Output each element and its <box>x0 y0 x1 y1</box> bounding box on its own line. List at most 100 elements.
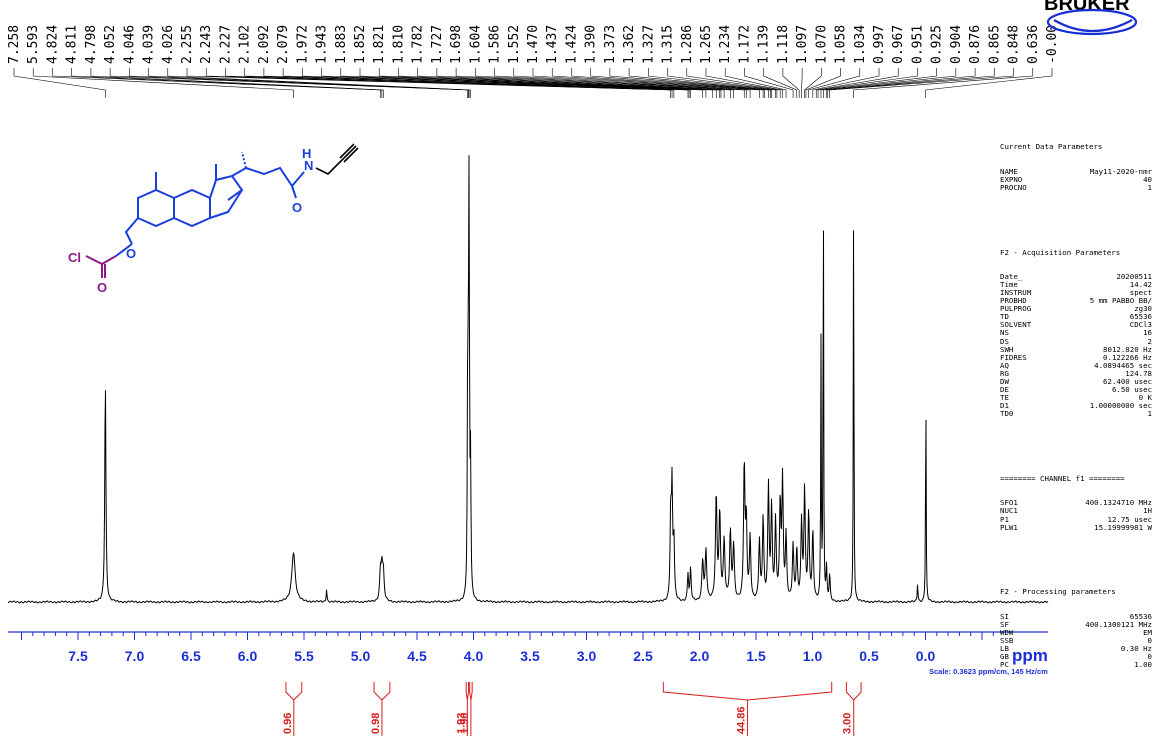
peak-label: 1.424 <box>564 25 579 64</box>
integral-bracket <box>845 682 862 701</box>
assignment-line <box>90 68 384 98</box>
assignment-line <box>455 68 734 98</box>
peak-label: 0.865 <box>987 25 1002 64</box>
param-key: WDW <box>1000 627 1014 637</box>
assignment-line <box>817 68 918 98</box>
peak-label: 4.798 <box>84 25 99 64</box>
steroid-skeleton <box>124 151 305 245</box>
assignment-line <box>148 68 470 98</box>
assignment-line <box>853 68 1034 98</box>
assignment-line <box>829 68 1014 98</box>
param-value: 14.42 <box>1129 279 1152 289</box>
peak-label: 1.821 <box>372 25 387 64</box>
param-row: SI 65536 <box>1000 612 1152 621</box>
peak-label: 1.265 <box>699 25 714 64</box>
acq-params-section: F2 - Acquisition Parameters Date_ 2020051… <box>1000 232 1152 434</box>
ppm-axis: 7.5 7.0 6.5 6.0 5.5 5.0 4.5 4.0 3.5 3.0 2.5 2.0 1.5 1… <box>8 631 1048 664</box>
chloroacetyl-group <box>85 255 117 278</box>
assignment-line <box>782 68 800 98</box>
param-value: 16 <box>1143 328 1152 338</box>
assignment-line <box>801 68 803 98</box>
peak-label: -0.00 <box>1045 25 1060 64</box>
peak-label: 2.092 <box>257 25 272 64</box>
param-key: TD <box>1000 312 1009 322</box>
param-row: RG 124.78 <box>1000 368 1152 378</box>
param-value: 5 mm PABBO BB/ <box>1089 296 1152 306</box>
param-value: 4.0894465 sec <box>1094 360 1152 370</box>
param-row: PROCNO 1 <box>1000 183 1152 192</box>
param-key: AQ <box>1000 360 1009 370</box>
param-row: P1 12.75 usec <box>1000 515 1152 524</box>
assignment-line <box>815 68 899 98</box>
param-row: AQ 4.0894465 sec <box>1000 360 1152 370</box>
peak-label: 0.876 <box>968 25 983 64</box>
processing-params-rows: SI 65536 SF 400.1300121 MHz WDW EM SSB 0 LB 0.30 … <box>1000 612 1152 670</box>
param-row: DW 62.400 usec <box>1000 377 1152 386</box>
molecule-structure: O Cl O O H N <box>68 143 359 295</box>
assignment-line <box>648 68 776 98</box>
peak-label: 4.052 <box>103 25 118 64</box>
assignment-line <box>52 68 381 98</box>
assignment-line <box>823 68 957 98</box>
assignment-line <box>820 68 937 98</box>
integral-bracket <box>285 682 303 701</box>
param-key: RG <box>1000 368 1009 378</box>
assignment-line <box>686 68 781 98</box>
param-row: NAME May11-2020-nmr <box>1000 167 1152 176</box>
assignment-line <box>744 68 794 98</box>
axis-unit-label: ppm <box>1012 646 1048 665</box>
peak-label: 1.883 <box>334 25 349 64</box>
current-params-rows: NAME May11-2020-nmr EXPNO 40 PROCNO 1 <box>1000 167 1152 192</box>
axis-tick-label: 0.0 <box>916 648 936 664</box>
param-row: PLW1 15.19999981 W <box>1000 523 1152 532</box>
peak-label: 5.593 <box>26 25 41 64</box>
spectrum-trace <box>8 155 1049 604</box>
assignment-line <box>667 68 778 98</box>
assignment-line <box>475 68 745 98</box>
channel-params-title: ======== CHANNEL f1 ======== <box>1000 474 1125 484</box>
param-row: EXPNO 40 <box>1000 174 1152 184</box>
peak-label: 4.046 <box>122 25 137 64</box>
peak-label: 1.586 <box>488 25 503 64</box>
param-key: SF <box>1000 619 1009 629</box>
peak-label: 1.810 <box>391 25 406 64</box>
peak-label: 1.070 <box>814 25 829 64</box>
param-value: 8012.820 Hz <box>1103 344 1152 354</box>
peak-label: 1.315 <box>661 25 676 64</box>
assignment-line <box>71 68 383 98</box>
param-key: SSB <box>1000 635 1014 645</box>
assignment-line <box>398 68 722 98</box>
current-params-section: Current Data Parameters NAME May11-2020-n… <box>1000 127 1152 208</box>
param-key: DE <box>1000 385 1009 395</box>
acq-params-rows: Date_ 20200511 Time 14.42 INSTRUM spect PROBHD… <box>1000 271 1152 419</box>
axis-tick-label: 3.5 <box>520 648 540 664</box>
assignment-line <box>13 68 106 98</box>
param-value: 0.30 Hz <box>1120 643 1152 653</box>
param-row: LB 0.30 Hz <box>1000 643 1152 653</box>
param-value: 40 <box>1143 174 1152 184</box>
peak-label: 2.255 <box>180 25 195 64</box>
param-key: Time <box>1000 279 1018 289</box>
axis-tick-label: 1.5 <box>746 648 766 664</box>
amide-n-label: N <box>304 158 313 173</box>
param-row: TD0 1 <box>1000 410 1152 418</box>
integral-bracket <box>662 682 833 701</box>
assignment-line <box>417 68 725 98</box>
assignment-line <box>812 68 880 98</box>
acq-params-title: F2 - Acquisition Parameters <box>1000 247 1121 257</box>
assignment-line <box>763 68 798 98</box>
peak-label: 1.390 <box>584 25 599 64</box>
param-row: SF 400.1300121 MHz <box>1000 619 1152 629</box>
param-value: EM <box>1143 627 1152 637</box>
param-key: Date_ <box>1000 271 1023 281</box>
peak-label: 0.997 <box>872 25 887 64</box>
amide-h-label: H <box>302 146 311 161</box>
param-value: 1H <box>1143 506 1152 516</box>
peak-label: 4.811 <box>65 25 80 64</box>
assignment-line <box>282 68 691 98</box>
scale-note: Scale: 0.3623 ppm/cm, 145 Hz/cm <box>929 667 1048 676</box>
peak-label: 1.437 <box>545 25 560 64</box>
param-row: TE 0 K <box>1000 394 1152 402</box>
peak-label: 2.227 <box>218 25 233 64</box>
assignment-line <box>628 68 772 98</box>
